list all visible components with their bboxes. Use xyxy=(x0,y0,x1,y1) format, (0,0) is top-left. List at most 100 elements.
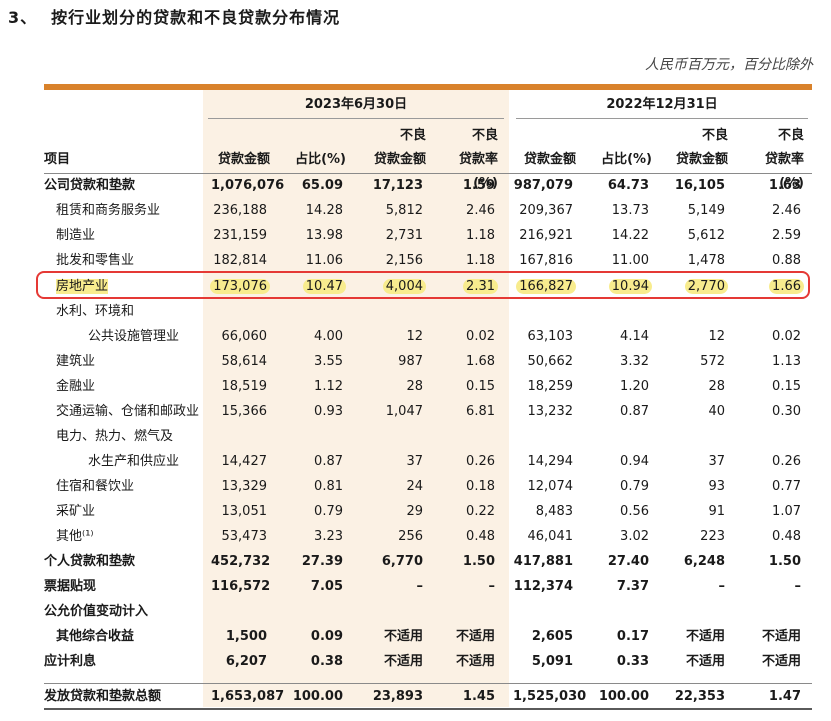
table-cell: 40 xyxy=(666,399,728,424)
cell-value: 6,207 xyxy=(225,654,267,669)
cell-value: 1,047 xyxy=(385,404,423,419)
cell-value: 46,041 xyxy=(527,529,574,544)
table-cell: 23,893 xyxy=(362,684,426,709)
table-cell: 28 xyxy=(362,374,426,399)
cell-value: 37 xyxy=(708,454,725,469)
column-header: 占比(%) xyxy=(284,124,346,172)
cell-value: 1.66 xyxy=(769,279,804,294)
period-underline xyxy=(516,118,808,119)
table-cell: 0.33 xyxy=(590,649,652,674)
table-cell: 5,812 xyxy=(362,198,426,223)
table-cell: – xyxy=(666,574,728,599)
cell-value: 0.56 xyxy=(620,504,649,519)
table-row: 个人贷款和垫款 452,732 27.39 6,770 1.50 417,881 27.40… xyxy=(44,549,812,574)
cell-value: 0.17 xyxy=(616,629,649,644)
table-cell: 1.12 xyxy=(284,374,346,399)
table-cell: 1,500 xyxy=(208,624,270,649)
table-cell: 1.47 xyxy=(742,684,804,709)
cell-value: 0.30 xyxy=(772,404,801,419)
column-header-line: 贷款率(%) xyxy=(458,152,498,191)
cell-value: 572 xyxy=(700,354,725,369)
row-label: 租赁和商务服务业 xyxy=(56,198,160,223)
table-cell: 13,051 xyxy=(208,499,270,524)
table-cell: 不适用 xyxy=(666,624,728,649)
table-row: 金融业 18,519 1.12 28 0.15 18,259 1.20 28 0.15 xyxy=(44,374,812,399)
cell-value: 2.59 xyxy=(772,228,801,243)
cell-value: 0.26 xyxy=(772,454,801,469)
row-label-text: 水利、环境和 xyxy=(56,304,135,319)
table-cell: 不适用 xyxy=(436,624,498,649)
table-cell: 2,156 xyxy=(362,248,426,273)
table-cell: 417,881 xyxy=(510,549,576,574)
table-cell: 7.05 xyxy=(284,574,346,599)
table-cell: 0.18 xyxy=(436,474,498,499)
cell-value: 1.18 xyxy=(466,228,495,243)
table-cell: 0.02 xyxy=(436,324,498,349)
cell-value: 236,188 xyxy=(213,203,267,218)
table-cell: 2.31 xyxy=(436,274,498,299)
cell-value: 1.63 xyxy=(768,178,801,193)
table-cell: 5,091 xyxy=(510,649,576,674)
table-row: 制造业 231,159 13.98 2,731 1.18 216,921 14.22 5,61… xyxy=(44,223,812,248)
cell-value: 12 xyxy=(406,329,423,344)
row-label: 住宿和餐饮业 xyxy=(56,474,134,499)
cell-value: 不适用 xyxy=(455,629,495,644)
table-cell: 452,732 xyxy=(208,549,270,574)
table-cell: 987 xyxy=(362,349,426,374)
column-header-line: 不良 xyxy=(471,128,498,143)
row-label-text: 建筑业 xyxy=(56,354,96,369)
table-cell: – xyxy=(436,574,498,599)
cell-value: 0.79 xyxy=(314,504,343,519)
table-cell: 1.18 xyxy=(436,248,498,273)
table-cell: 91 xyxy=(666,499,728,524)
cell-value: 1,500 xyxy=(225,629,267,644)
real-estate-highlight-box xyxy=(36,271,810,299)
table-cell: 12,074 xyxy=(510,474,576,499)
table-cell: 2,731 xyxy=(362,223,426,248)
cell-value: 0.02 xyxy=(772,329,801,344)
table-cell: 46,041 xyxy=(510,524,576,549)
table-cell: 173,076 xyxy=(208,274,270,299)
cell-value: 0.18 xyxy=(466,479,495,494)
table-cell: 0.93 xyxy=(284,399,346,424)
column-header: 贷款金额 xyxy=(510,124,576,172)
cell-value: – xyxy=(718,579,726,594)
table-cell: 2,770 xyxy=(666,274,728,299)
row-label-text: 发放贷款和垫款总额 xyxy=(44,689,162,704)
cell-value: 0.38 xyxy=(310,654,343,669)
table-row: 公允价值变动计入 xyxy=(44,599,812,624)
cell-value: 0.48 xyxy=(466,529,495,544)
row-label-text: 水生产和供应业 xyxy=(88,454,180,469)
table-cell: 2.46 xyxy=(436,198,498,223)
cell-value: 112,374 xyxy=(513,579,573,594)
cell-value: 5,612 xyxy=(687,228,725,243)
cell-value: 1.45 xyxy=(462,689,495,704)
table-cell: 116,572 xyxy=(208,574,270,599)
table-cell: 2.59 xyxy=(742,223,804,248)
table-row: 房地产业 173,076 10.47 4,004 2.31 166,827 10.94 2,7… xyxy=(44,274,812,299)
cell-value: 13.98 xyxy=(305,228,343,243)
cell-value: 53,473 xyxy=(221,529,268,544)
section-number: 3、 xyxy=(8,8,38,27)
cell-value: 2,605 xyxy=(531,629,573,644)
cell-value: 8,483 xyxy=(535,504,573,519)
table-cell: 6,770 xyxy=(362,549,426,574)
cell-value: 2.46 xyxy=(772,203,801,218)
table-cell: 0.15 xyxy=(742,374,804,399)
column-header-line: 贷款金额 xyxy=(675,152,728,167)
cell-value: 40 xyxy=(708,404,725,419)
table-cell: 1.50 xyxy=(436,549,498,574)
cell-value: 1.50 xyxy=(462,554,495,569)
row-label: 水生产和供应业 xyxy=(88,449,179,474)
column-header-line: 贷款金额 xyxy=(373,152,426,167)
table-row: 发放贷款和垫款总额 1,653,087 100.00 23,893 1.45 1,525,… xyxy=(44,684,812,709)
cell-value: 1.47 xyxy=(768,689,801,704)
cell-value: 12,074 xyxy=(527,479,574,494)
cell-value: 不适用 xyxy=(761,654,801,669)
cell-value: 不适用 xyxy=(685,654,725,669)
cell-value: 18,519 xyxy=(221,379,268,394)
table-cell: 0.02 xyxy=(742,324,804,349)
table-cell: 1,076,076 xyxy=(208,173,284,198)
table-cell: 11.00 xyxy=(590,248,652,273)
table-cell: 1.68 xyxy=(436,349,498,374)
